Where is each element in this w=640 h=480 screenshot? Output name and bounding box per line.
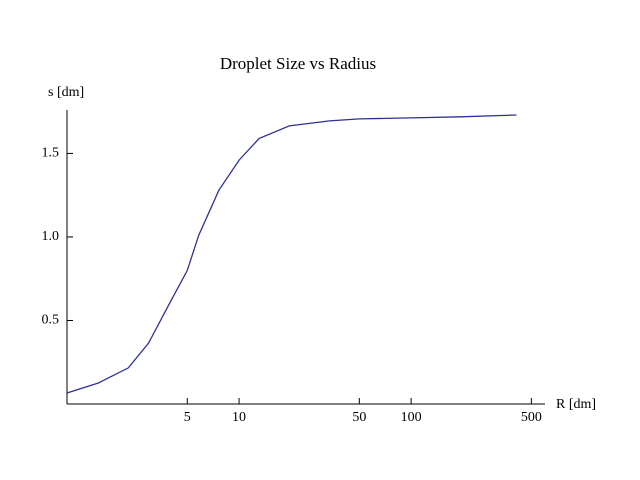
chart-title: Droplet Size vs Radius [220,54,376,73]
data-line [66,114,517,394]
x-tick-label: 100 [401,410,422,425]
x-tick-label: 10 [232,410,246,425]
x-tick-label: 500 [521,410,542,425]
y-tick-label: 0.5 [42,313,60,328]
y-tick-label: 1.5 [42,146,60,161]
y-axis-label: s [dm] [48,85,84,100]
y-tick-label: 1.0 [42,229,60,244]
x-tick-label: 5 [184,410,191,425]
x-tick-label: 50 [352,410,366,425]
x-axis-label: R [dm] [556,397,596,412]
